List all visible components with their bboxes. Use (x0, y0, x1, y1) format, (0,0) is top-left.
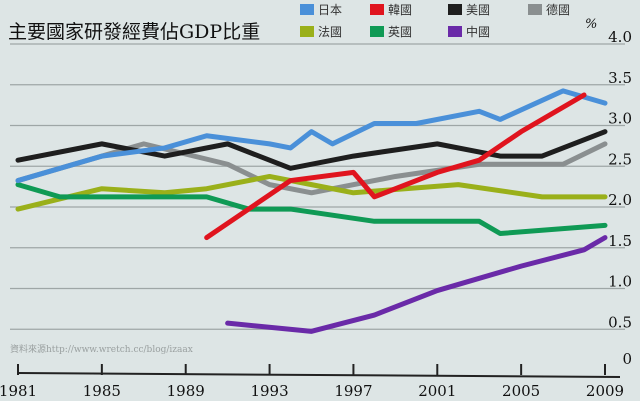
x-tick-label: 1993 (250, 382, 288, 400)
x-tick-label: 1985 (83, 382, 121, 400)
series-line-5 (15, 182, 608, 237)
series-line-6 (225, 235, 608, 334)
y-tick-label: 2.5 (608, 150, 632, 168)
legend-label: 法國 (318, 25, 342, 39)
chart-title: 主要國家研發經費佔GDP比重 (8, 21, 260, 43)
legend-swatch (528, 4, 542, 15)
legend-label: 中國 (466, 24, 490, 39)
y-tick-label: 2.0 (608, 191, 632, 209)
series-line-1 (204, 92, 587, 241)
y-tick-label: 3.5 (608, 69, 632, 87)
legend-label: 韓國 (388, 3, 412, 17)
y-tick-label: 1.0 (608, 273, 632, 291)
legend-swatch (300, 4, 314, 15)
x-tick-label: 1989 (167, 382, 205, 400)
legend-swatch (300, 26, 314, 37)
y-tick-label: 3.0 (608, 110, 632, 128)
legend-swatch (448, 4, 462, 15)
series-line-0 (15, 88, 608, 184)
legend-label: 英國 (388, 25, 412, 39)
source-note: 資料來源http://www.wretch.cc/blog/izaax (10, 343, 193, 355)
y-tick-label: 0.5 (608, 313, 632, 331)
y-tick-label: 1.5 (608, 232, 632, 250)
legend-label: 美國 (466, 3, 490, 17)
series-line-3 (15, 141, 608, 196)
legend-label: 德國 (546, 2, 570, 17)
y-tick-label: 4.0 (608, 28, 632, 46)
x-tick-label: 1997 (334, 382, 372, 400)
x-tick-label: 2001 (418, 382, 456, 400)
x-axis-line (17, 372, 621, 378)
y-tick-label: 0 (622, 350, 632, 368)
legend-swatch (448, 26, 462, 37)
x-tick-label: 2009 (586, 382, 624, 400)
legend-swatch (370, 4, 384, 15)
y-axis-unit: % (585, 17, 597, 32)
legend-swatch (370, 26, 384, 37)
x-tick-label: 1981 (0, 382, 37, 400)
x-tick-label: 2005 (502, 382, 540, 400)
legend-label: 日本 (318, 3, 342, 17)
